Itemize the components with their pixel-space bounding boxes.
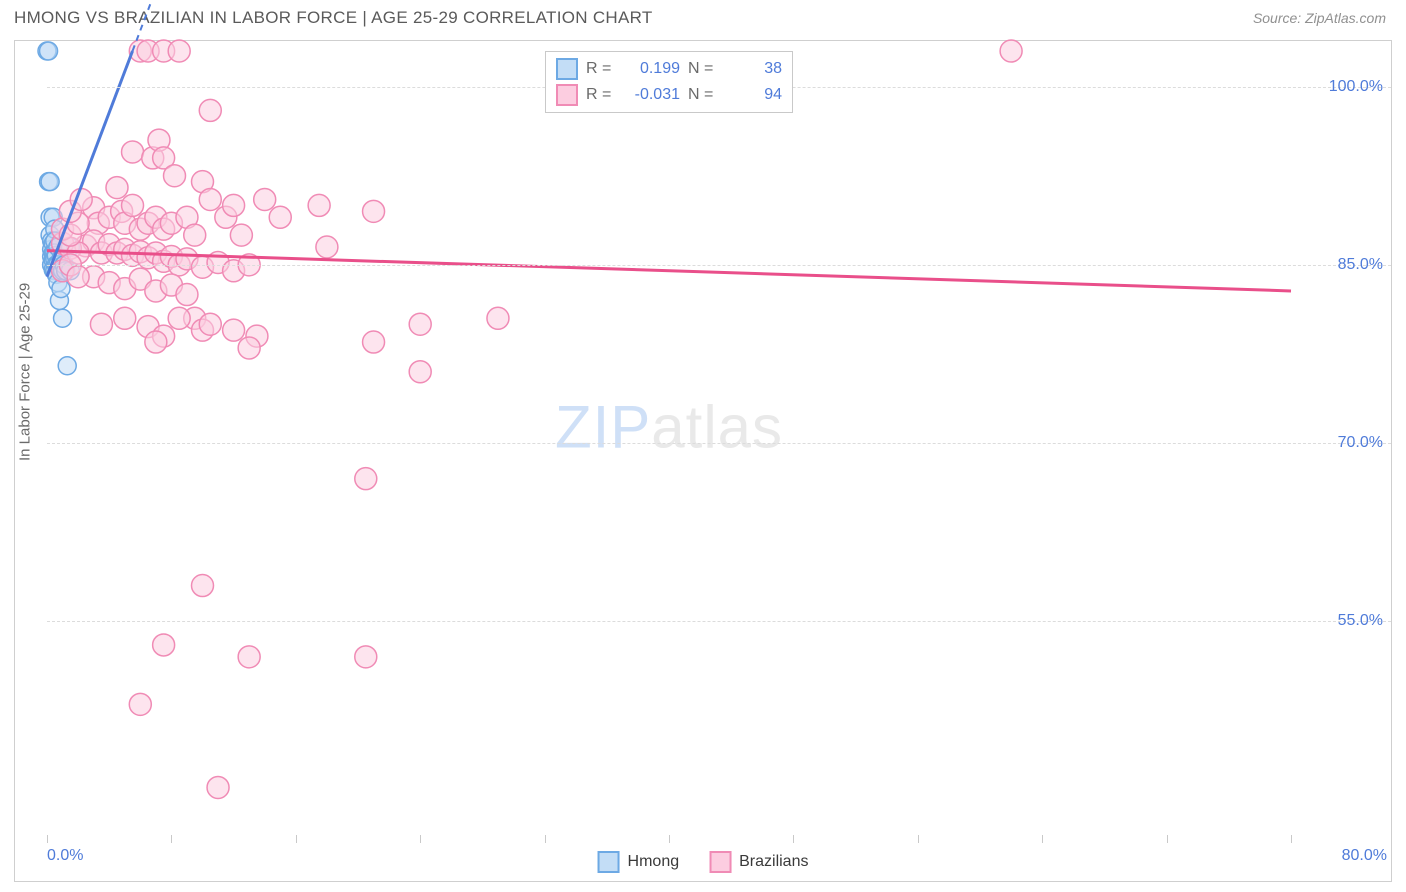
braz-n-label: N = [688, 86, 718, 104]
data-point [487, 307, 509, 329]
data-point [199, 313, 221, 335]
data-point [164, 165, 186, 187]
braz-n-value: 94 [726, 86, 782, 104]
data-point [316, 236, 338, 258]
data-point [355, 468, 377, 490]
x-tick [420, 835, 421, 843]
legend-correlation: R = 0.199 N = 38 R = -0.031 N = 94 [545, 51, 793, 113]
data-point [58, 357, 76, 375]
legend-item-hmong: Hmong [598, 851, 680, 873]
x-tick [1291, 835, 1292, 843]
legend-label-brazilians: Brazilians [739, 853, 808, 871]
y-tick-label: 55.0% [1338, 612, 1383, 630]
x-tick [296, 835, 297, 843]
data-point [168, 307, 190, 329]
data-point [409, 361, 431, 383]
hmong-r-label: R = [586, 60, 616, 78]
gridline [47, 265, 1391, 266]
data-point [409, 313, 431, 335]
chart-header: HMONG VS BRAZILIAN IN LABOR FORCE | AGE … [0, 0, 1406, 32]
data-point [223, 319, 245, 341]
x-end-label: 80.0% [1342, 847, 1387, 865]
data-point [145, 331, 167, 353]
hmong-n-value: 38 [726, 60, 782, 78]
x-tick [545, 835, 546, 843]
data-point [129, 693, 151, 715]
braz-r-value: -0.031 [624, 86, 680, 104]
swatch-brazilians-bottom [709, 851, 731, 873]
y-axis-title: In Labor Force | Age 25-29 [17, 283, 34, 461]
x-tick [793, 835, 794, 843]
data-point [269, 206, 291, 228]
data-point [153, 634, 175, 656]
data-point [238, 337, 260, 359]
data-point [199, 188, 221, 210]
x-origin-label: 0.0% [47, 847, 83, 865]
data-point [199, 99, 221, 121]
hmong-r-value: 0.199 [624, 60, 680, 78]
gridline [47, 621, 1391, 622]
chart-source: Source: ZipAtlas.com [1253, 10, 1386, 26]
data-point [54, 309, 72, 327]
braz-r-label: R = [586, 86, 616, 104]
legend-row-brazilians: R = -0.031 N = 94 [556, 82, 782, 108]
legend-label-hmong: Hmong [628, 853, 680, 871]
legend-row-hmong: R = 0.199 N = 38 [556, 56, 782, 82]
data-point [1000, 40, 1022, 62]
data-point [355, 646, 377, 668]
data-point [363, 200, 385, 222]
swatch-hmong [556, 58, 578, 80]
swatch-brazilians [556, 84, 578, 106]
data-point [207, 776, 229, 798]
data-point [114, 307, 136, 329]
data-point [106, 177, 128, 199]
data-point [363, 331, 385, 353]
data-point [192, 575, 214, 597]
data-point [230, 224, 252, 246]
y-tick-label: 100.0% [1329, 78, 1383, 96]
y-tick-label: 70.0% [1338, 434, 1383, 452]
data-point [67, 266, 89, 288]
data-point [223, 194, 245, 216]
data-point [122, 141, 144, 163]
data-point [122, 194, 144, 216]
legend-series: Hmong Brazilians [598, 851, 809, 873]
swatch-hmong-bottom [598, 851, 620, 873]
data-point [168, 40, 190, 62]
x-tick [171, 835, 172, 843]
data-point [40, 42, 58, 60]
chart-title: HMONG VS BRAZILIAN IN LABOR FORCE | AGE … [14, 8, 653, 28]
chart-container: In Labor Force | Age 25-29 ZIPatlas R = … [14, 40, 1392, 882]
data-point [90, 313, 112, 335]
plot-area: ZIPatlas R = 0.199 N = 38 R = -0.031 N =… [47, 51, 1291, 835]
data-point [41, 173, 59, 191]
x-tick [918, 835, 919, 843]
data-point [184, 224, 206, 246]
x-tick [1167, 835, 1168, 843]
data-point [308, 194, 330, 216]
gridline [47, 443, 1391, 444]
data-point [238, 646, 260, 668]
x-tick [1042, 835, 1043, 843]
x-tick [669, 835, 670, 843]
data-point [176, 284, 198, 306]
x-tick [47, 835, 48, 843]
legend-item-brazilians: Brazilians [709, 851, 808, 873]
hmong-n-label: N = [688, 60, 718, 78]
data-point [254, 188, 276, 210]
y-tick-label: 85.0% [1338, 256, 1383, 274]
